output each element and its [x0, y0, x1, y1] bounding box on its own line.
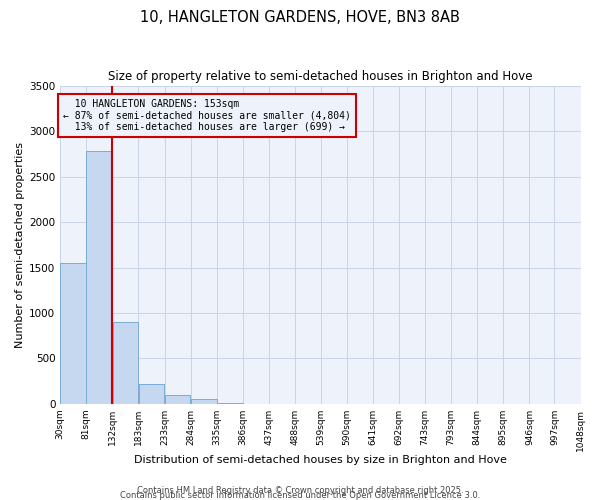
Bar: [217, 403, 242, 404]
Text: Contains public sector information licensed under the Open Government Licence 3.: Contains public sector information licen…: [120, 491, 480, 500]
Bar: [139, 384, 164, 404]
Text: 10 HANGLETON GARDENS: 153sqm
← 87% of semi-detached houses are smaller (4,804)
 : 10 HANGLETON GARDENS: 153sqm ← 87% of se…: [63, 99, 351, 132]
Text: Contains HM Land Registry data © Crown copyright and database right 2025.: Contains HM Land Registry data © Crown c…: [137, 486, 463, 495]
Bar: [113, 322, 139, 404]
Bar: [86, 151, 112, 404]
X-axis label: Distribution of semi-detached houses by size in Brighton and Hove: Distribution of semi-detached houses by …: [134, 455, 507, 465]
Bar: [191, 400, 217, 404]
Text: 10, HANGLETON GARDENS, HOVE, BN3 8AB: 10, HANGLETON GARDENS, HOVE, BN3 8AB: [140, 10, 460, 25]
Bar: [164, 395, 190, 404]
Title: Size of property relative to semi-detached houses in Brighton and Hove: Size of property relative to semi-detach…: [108, 70, 533, 83]
Y-axis label: Number of semi-detached properties: Number of semi-detached properties: [15, 142, 25, 348]
Bar: [61, 263, 86, 404]
